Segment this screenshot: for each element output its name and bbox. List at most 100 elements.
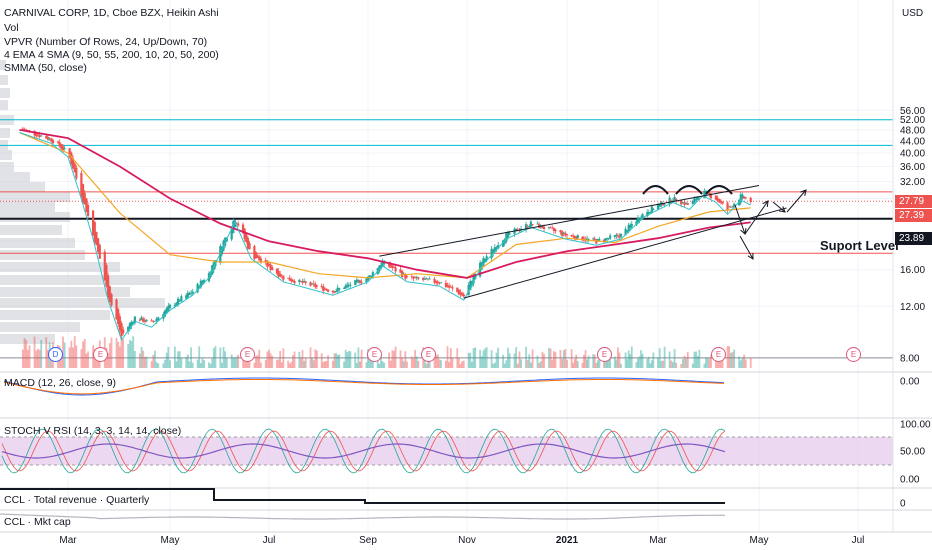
volume-bar (691, 363, 694, 368)
volume-bar (526, 360, 529, 368)
price-axis[interactable]: 56.0052.0048.0044.0040.0036.0032.0028.00… (892, 0, 931, 532)
earnings-badge[interactable]: E (711, 347, 726, 362)
earnings-badge[interactable]: E (846, 347, 861, 362)
projection-arrows[interactable] (642, 185, 807, 260)
candle-body (366, 276, 370, 281)
candle-body (399, 269, 402, 273)
volume-bar (40, 340, 43, 368)
volume-bar (584, 350, 587, 368)
candle-body (433, 278, 436, 283)
candle-body (279, 273, 282, 277)
volume-bar (378, 363, 381, 368)
volume-bar (118, 346, 121, 368)
candle-body (681, 202, 684, 204)
candle-body (604, 238, 607, 241)
volume-bar (280, 362, 283, 368)
volume-bar (662, 360, 664, 368)
candle-body (333, 291, 336, 293)
volume-bar (276, 359, 278, 368)
earnings-badge[interactable]: E (240, 347, 255, 362)
price-badge-support: 23.89 (895, 232, 932, 245)
volume-bar (107, 352, 110, 368)
volume-bar (282, 348, 285, 368)
volume-bar (479, 349, 482, 368)
volume-bar (243, 359, 246, 368)
volume-bar (549, 348, 552, 368)
volume-bar (309, 347, 312, 368)
volume-bar (508, 353, 511, 368)
candle-body (56, 141, 60, 143)
smma-legend[interactable]: SMMA (50, close) (4, 62, 87, 74)
volume-bar (133, 350, 136, 368)
revenue-legend[interactable]: CCL · Total revenue · Quarterly (4, 494, 150, 506)
volume-bar (733, 349, 736, 368)
volume-bar (209, 363, 212, 368)
vpvr-bar (0, 150, 12, 160)
candle-body (639, 218, 643, 220)
candle-body (638, 219, 641, 221)
volume-bar (728, 346, 731, 368)
ema-legend[interactable]: 4 EMA 4 SMA (9, 50, 55, 200, 10, 20, 50,… (4, 49, 219, 61)
mktcap-legend[interactable]: CCL · Mkt cap (4, 516, 71, 528)
time-tick-label: Nov (458, 535, 476, 546)
macd-legend[interactable]: MACD (12, 26, close, 9) (4, 377, 117, 389)
volume-bar (214, 346, 217, 368)
earnings-badge[interactable]: E (93, 347, 108, 362)
candle-body (552, 228, 555, 232)
candle-body (542, 226, 546, 229)
candle-body (122, 329, 125, 334)
dividend-badge[interactable]: D (48, 347, 63, 362)
volume-bar (731, 351, 734, 368)
time-axis[interactable]: Mar May Jul Sep Nov 2021 Mar May Jul (59, 535, 864, 546)
candle-body (237, 223, 240, 226)
volume-bar (399, 350, 402, 368)
volume-bar (516, 363, 519, 368)
candle-body (691, 200, 694, 205)
volume-bar (480, 356, 483, 368)
symbol-title[interactable]: CARNIVAL CORP, 1D, Cboe BZX, Heikin Ashi (4, 7, 219, 19)
earnings-badge[interactable]: E (421, 347, 436, 362)
volume-bar (191, 362, 194, 368)
volume-bar (359, 361, 361, 368)
candle-body (46, 137, 50, 140)
candle-body (581, 236, 584, 241)
candle-body (365, 278, 368, 282)
candle-body (311, 283, 314, 285)
earnings-badge[interactable]: E (367, 347, 382, 362)
candle-body (48, 138, 51, 140)
candle-body (658, 203, 661, 208)
volume-bar (412, 358, 415, 368)
volume-bar (681, 359, 684, 368)
volume-bar (360, 349, 363, 368)
candle-body (98, 244, 101, 259)
volume-bar (335, 353, 337, 368)
vpvr-bar (0, 238, 75, 248)
vol-legend[interactable]: Vol (4, 22, 19, 34)
support-level-annotation[interactable]: Suport Level (820, 238, 899, 253)
price-tick-label: 12.00 (900, 302, 925, 313)
volume-bar (144, 356, 146, 368)
vpvr-bar (0, 100, 8, 110)
earnings-badge[interactable]: E (597, 347, 612, 362)
candle-body (199, 280, 202, 288)
volume-bar (626, 359, 629, 368)
mktcap-line (0, 513, 726, 520)
candle-body (325, 288, 328, 291)
candle-body (371, 272, 374, 277)
trend-channel[interactable] (379, 185, 787, 299)
time-tick-label: Mar (59, 535, 77, 546)
volume-bar (638, 356, 641, 368)
volume-bar (417, 360, 420, 368)
candle-body (626, 230, 629, 233)
candle-body (85, 198, 88, 213)
candle-body (719, 200, 723, 203)
volume-bar (573, 358, 576, 368)
candle-body (656, 204, 660, 210)
price-tick-label: 36.00 (900, 162, 925, 173)
candle-body (173, 304, 176, 307)
candle-body (309, 282, 312, 286)
candle-body (596, 238, 599, 242)
vpvr-legend[interactable]: VPVR (Number Of Rows, 24, Up/Down, 70) (4, 36, 208, 48)
stoch-legend[interactable]: STOCH V RSI (14, 3, 3, 14, 14, close) (4, 425, 182, 437)
